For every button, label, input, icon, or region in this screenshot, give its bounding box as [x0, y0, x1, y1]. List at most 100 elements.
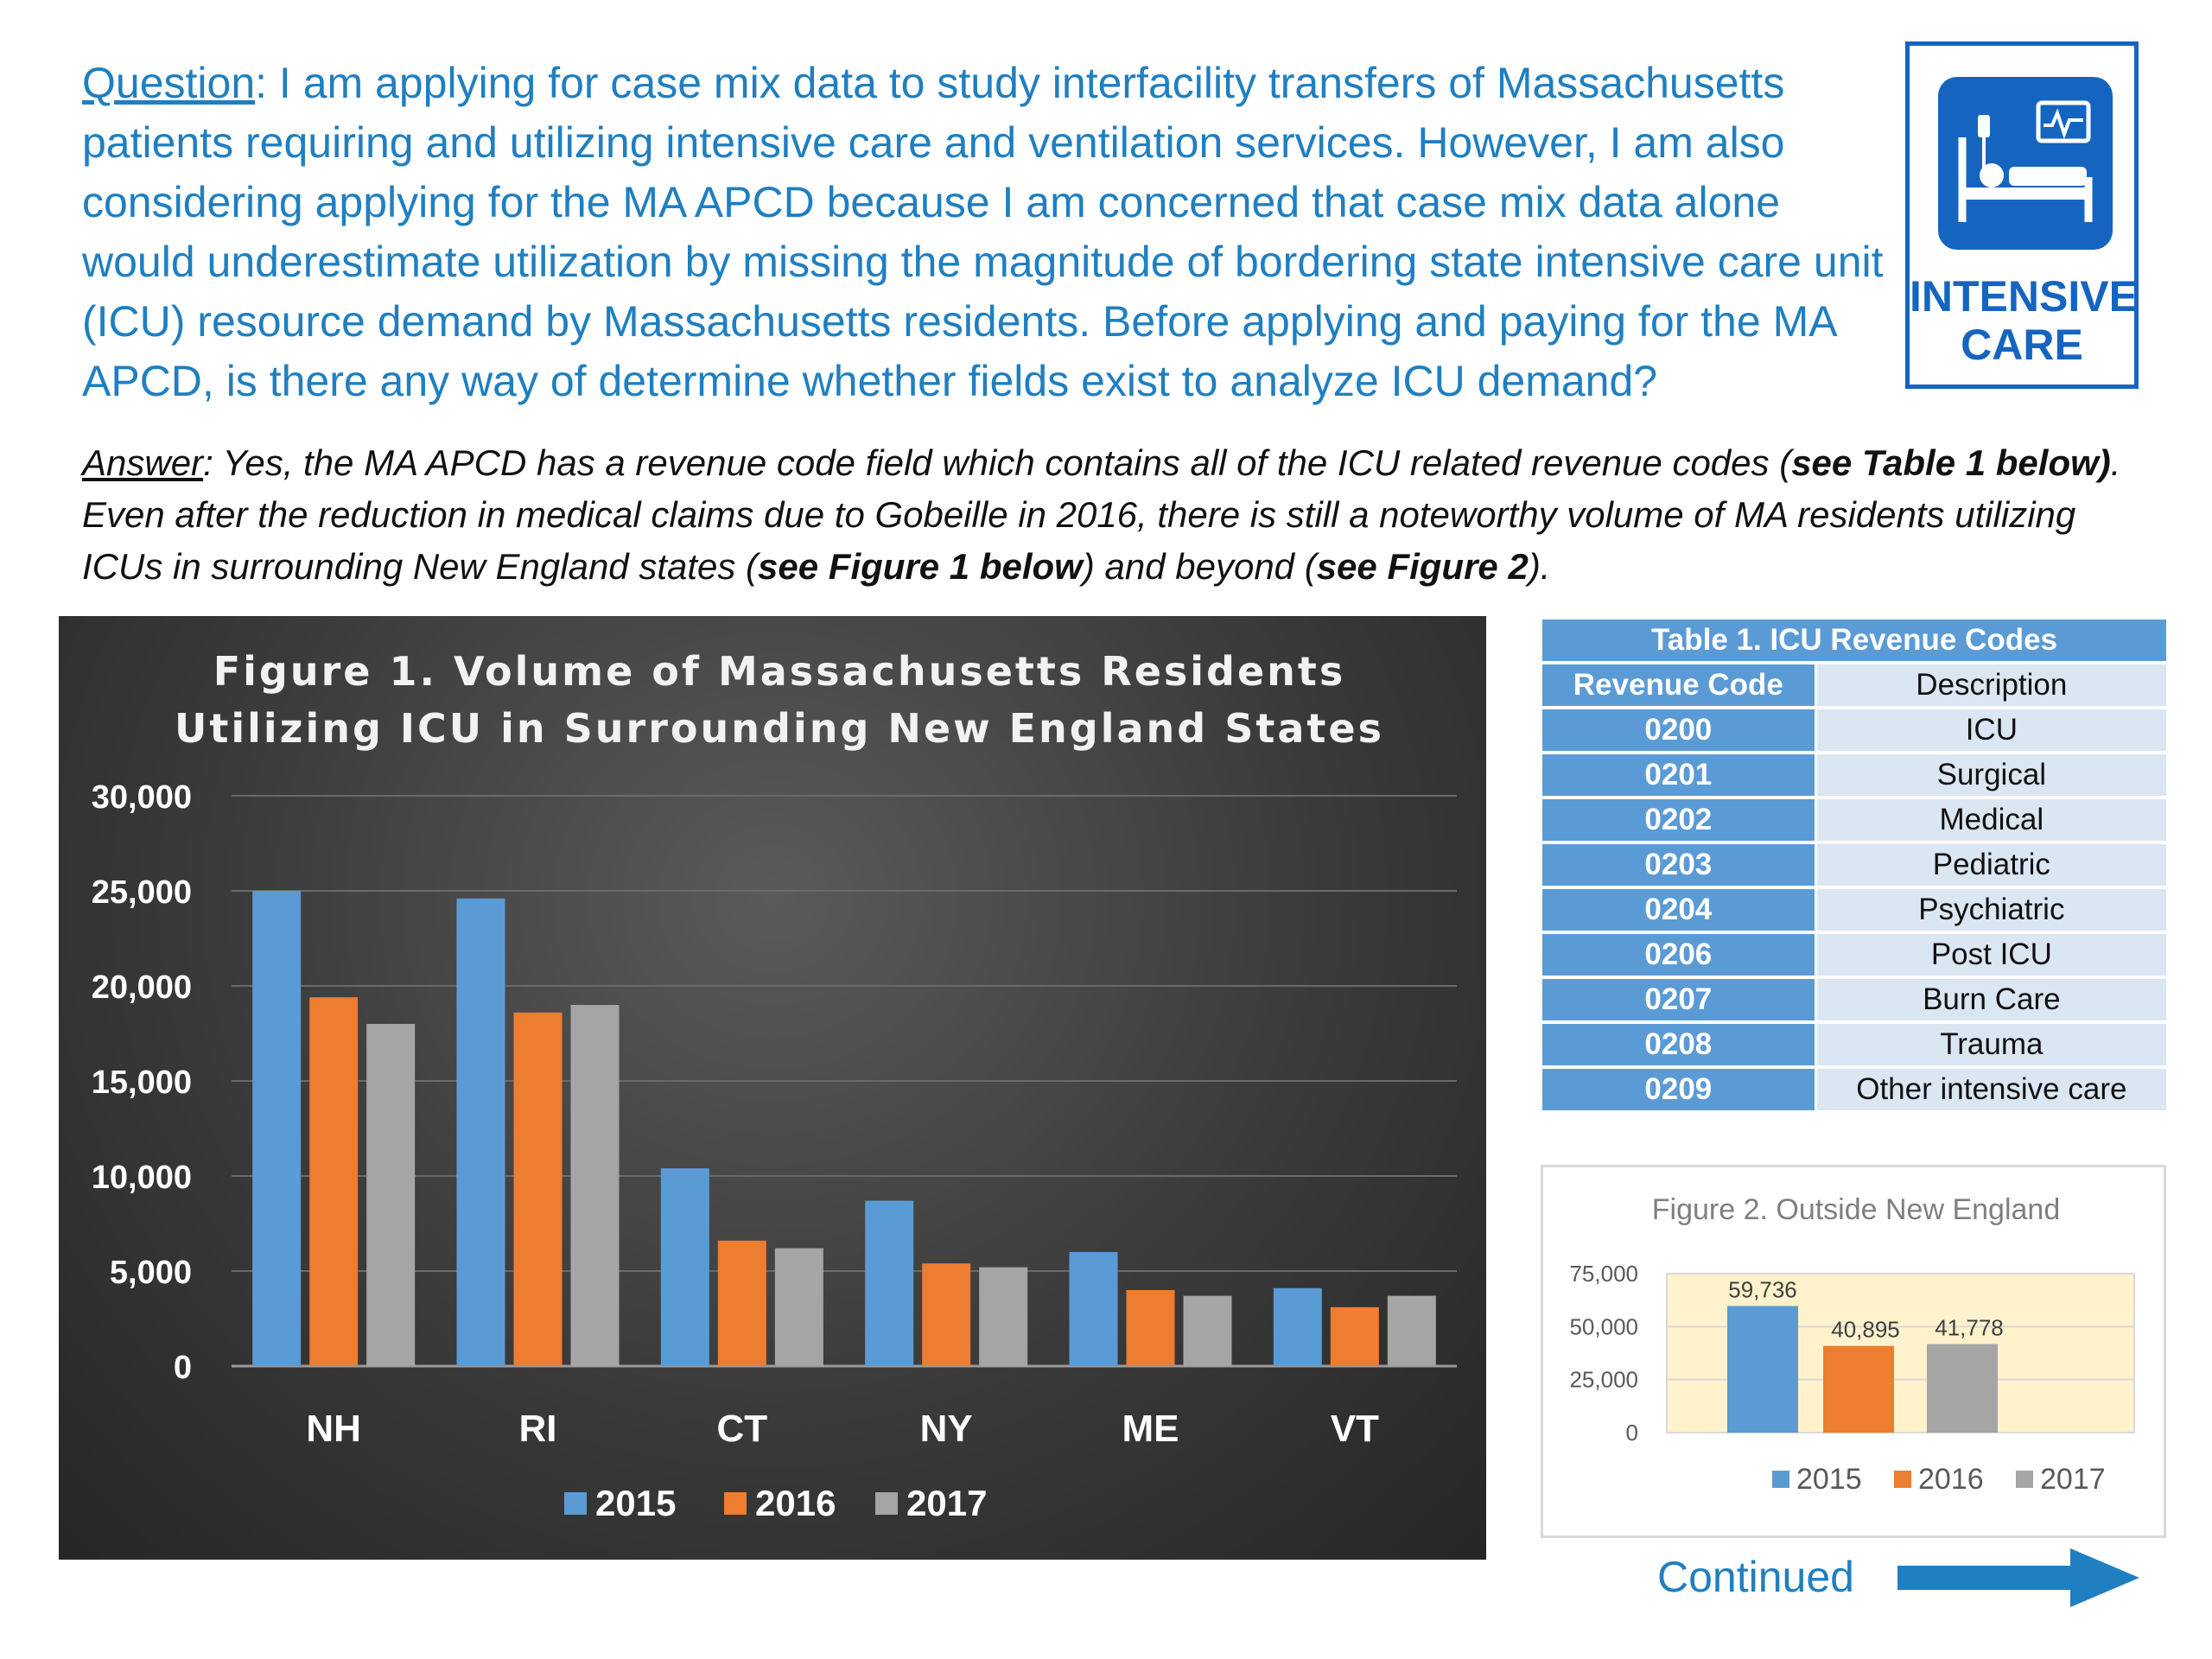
table-row: 0201 Surgical [1542, 754, 2166, 796]
badge-label-line1: INTENSIVE [1910, 272, 2138, 321]
bar-NY-2015 [865, 1200, 914, 1366]
table-row: 0202 Medical [1542, 799, 2166, 841]
answer-body-2: . Even after the reduction in medical cl… [82, 442, 2121, 587]
bar-ME-2016 [1126, 1290, 1175, 1366]
table-row: 0209 Other intensive care [1542, 1069, 2166, 1110]
bar-NY-2017 [979, 1267, 1028, 1366]
bar-2015 [1727, 1306, 1798, 1433]
answer-ref-figure1: see Figure 1 below [758, 546, 1083, 587]
legend-swatch-2016 [1894, 1471, 1911, 1488]
bar-CT-2016 [717, 1240, 766, 1366]
revenue-code-cell: 0207 [1542, 979, 1817, 1020]
y-tick-label: 20,000 [92, 969, 192, 1006]
data-label: 59,736 [1728, 1276, 1797, 1302]
column-header-description: Description [1816, 664, 2166, 706]
legend-swatch-2016 [724, 1492, 747, 1515]
revenue-code-cell: 0203 [1542, 844, 1817, 886]
revenue-code-cell: 0204 [1542, 889, 1817, 931]
description-cell: Surgical [1816, 754, 2166, 796]
legend-label: 2016 [1918, 1463, 1984, 1496]
y-tick-label: 15,000 [92, 1065, 192, 1101]
legend-label: 2016 [755, 1483, 836, 1523]
x-tick-label: NY [920, 1408, 973, 1450]
icu-revenue-codes-table: Table 1. ICU Revenue Codes Revenue Code … [1542, 616, 2166, 1114]
badge-label-line2: CARE [1961, 321, 2083, 369]
y-tick-label: 30,000 [92, 779, 192, 816]
table-header-row: Revenue Code Description [1542, 664, 2166, 706]
y-tick-label: 25,000 [92, 874, 192, 911]
bar-2017 [1927, 1344, 1998, 1433]
answer-ref-figure2: see Figure 2 [1316, 546, 1529, 587]
bar-NH-2017 [366, 1024, 416, 1366]
description-cell: Other intensive care [1816, 1069, 2166, 1110]
continued-label: Continued [1657, 1553, 1854, 1601]
legend-label: 2017 [906, 1483, 987, 1523]
description-cell: Psychiatric [1816, 889, 2166, 931]
revenue-code-cell: 0200 [1542, 709, 1817, 751]
data-label: 41,778 [1935, 1315, 2004, 1341]
bar-NH-2016 [309, 997, 359, 1366]
revenue-code-cell: 0209 [1542, 1069, 1817, 1110]
description-cell: ICU [1816, 709, 2166, 751]
bar-2016 [1823, 1345, 1894, 1433]
legend-swatch-2017 [875, 1492, 898, 1515]
figure2-chart: Figure 2. Outside New England 0 25,000 50,0… [1541, 1165, 2166, 1538]
answer-text: Answer: Yes, the MA APCD has a revenue c… [82, 437, 2121, 593]
table-row: 0208 Trauma [1542, 1024, 2166, 1065]
x-tick-label: CT [717, 1408, 768, 1450]
legend-swatch-2017 [2016, 1471, 2033, 1488]
bar-ME-2017 [1183, 1295, 1232, 1366]
figure2-title: Figure 2. Outside New England [1652, 1193, 2060, 1226]
bar-NY-2016 [922, 1263, 971, 1366]
hospital-bed-monitor-icon [1938, 77, 2113, 250]
y-tick-label: 50,000 [1569, 1313, 1638, 1339]
column-header-revenue-code: Revenue Code [1542, 664, 1817, 706]
revenue-code-cell: 0201 [1542, 754, 1817, 796]
bar-VT-2015 [1273, 1287, 1322, 1366]
description-cell: Trauma [1816, 1024, 2166, 1065]
x-tick-label: NH [306, 1408, 361, 1450]
revenue-code-cell: 0202 [1542, 799, 1817, 841]
bar-VT-2016 [1330, 1306, 1379, 1366]
bar-VT-2017 [1387, 1295, 1436, 1366]
y-tick-label: 0 [1626, 1420, 1638, 1446]
badge-label: INTENSIVE CARE [1910, 272, 2138, 369]
legend-label: 2015 [595, 1483, 676, 1523]
description-cell: Post ICU [1816, 934, 2166, 976]
y-tick-label: 75,000 [1569, 1261, 1638, 1287]
table-row: 0203 Pediatric [1542, 844, 2166, 886]
table-row: 0206 Post ICU [1542, 934, 2166, 976]
bar-ME-2015 [1069, 1252, 1118, 1366]
description-cell: Medical [1816, 799, 2166, 841]
bar-CT-2015 [660, 1168, 709, 1366]
y-tick-label: 5,000 [110, 1255, 192, 1291]
x-tick-label: ME [1122, 1408, 1179, 1450]
x-tick-label: RI [519, 1408, 557, 1450]
question-body: : I am applying for case mix data to stu… [82, 59, 1884, 405]
answer-ref-table1: see Table 1 below) [1791, 442, 2111, 483]
figure2-svg: Figure 2. Outside New England 0 25,000 50,0… [1569, 1193, 2135, 1496]
data-label: 40,895 [1831, 1317, 1900, 1343]
x-tick-label: VT [1331, 1408, 1379, 1450]
legend-swatch-2015 [1772, 1471, 1789, 1488]
answer-lead: Answer [82, 442, 204, 483]
y-tick-label: 0 [174, 1350, 192, 1386]
y-tick-label: 25,000 [1569, 1367, 1638, 1393]
revenue-code-cell: 0206 [1542, 934, 1817, 976]
answer-body-4: ). [1528, 546, 1551, 587]
bar-RI-2016 [513, 1012, 563, 1366]
legend-label: 2017 [2040, 1463, 2106, 1496]
bar-RI-2017 [570, 1005, 620, 1366]
legend-swatch-2015 [564, 1492, 587, 1515]
revenue-code-cell: 0208 [1542, 1024, 1817, 1065]
intensive-care-badge: INTENSIVE CARE [1905, 41, 2139, 389]
figure1-chart: Figure 1. Volume of Massachusetts Reside… [59, 616, 1486, 1560]
question-lead: Question [82, 59, 256, 107]
bar-CT-2017 [774, 1248, 823, 1366]
answer-body-1: : Yes, the MA APCD has a revenue code fi… [203, 442, 1792, 483]
figure1-title-line: Utilizing ICU in Surrounding New England… [175, 705, 1384, 752]
answer-body-3: ) and beyond ( [1082, 546, 1317, 587]
figure1-title-line: Figure 1. Volume of Massachusetts Reside… [213, 648, 1346, 695]
description-cell: Burn Care [1816, 979, 2166, 1020]
table-title: Table 1. ICU Revenue Codes [1542, 620, 2166, 661]
